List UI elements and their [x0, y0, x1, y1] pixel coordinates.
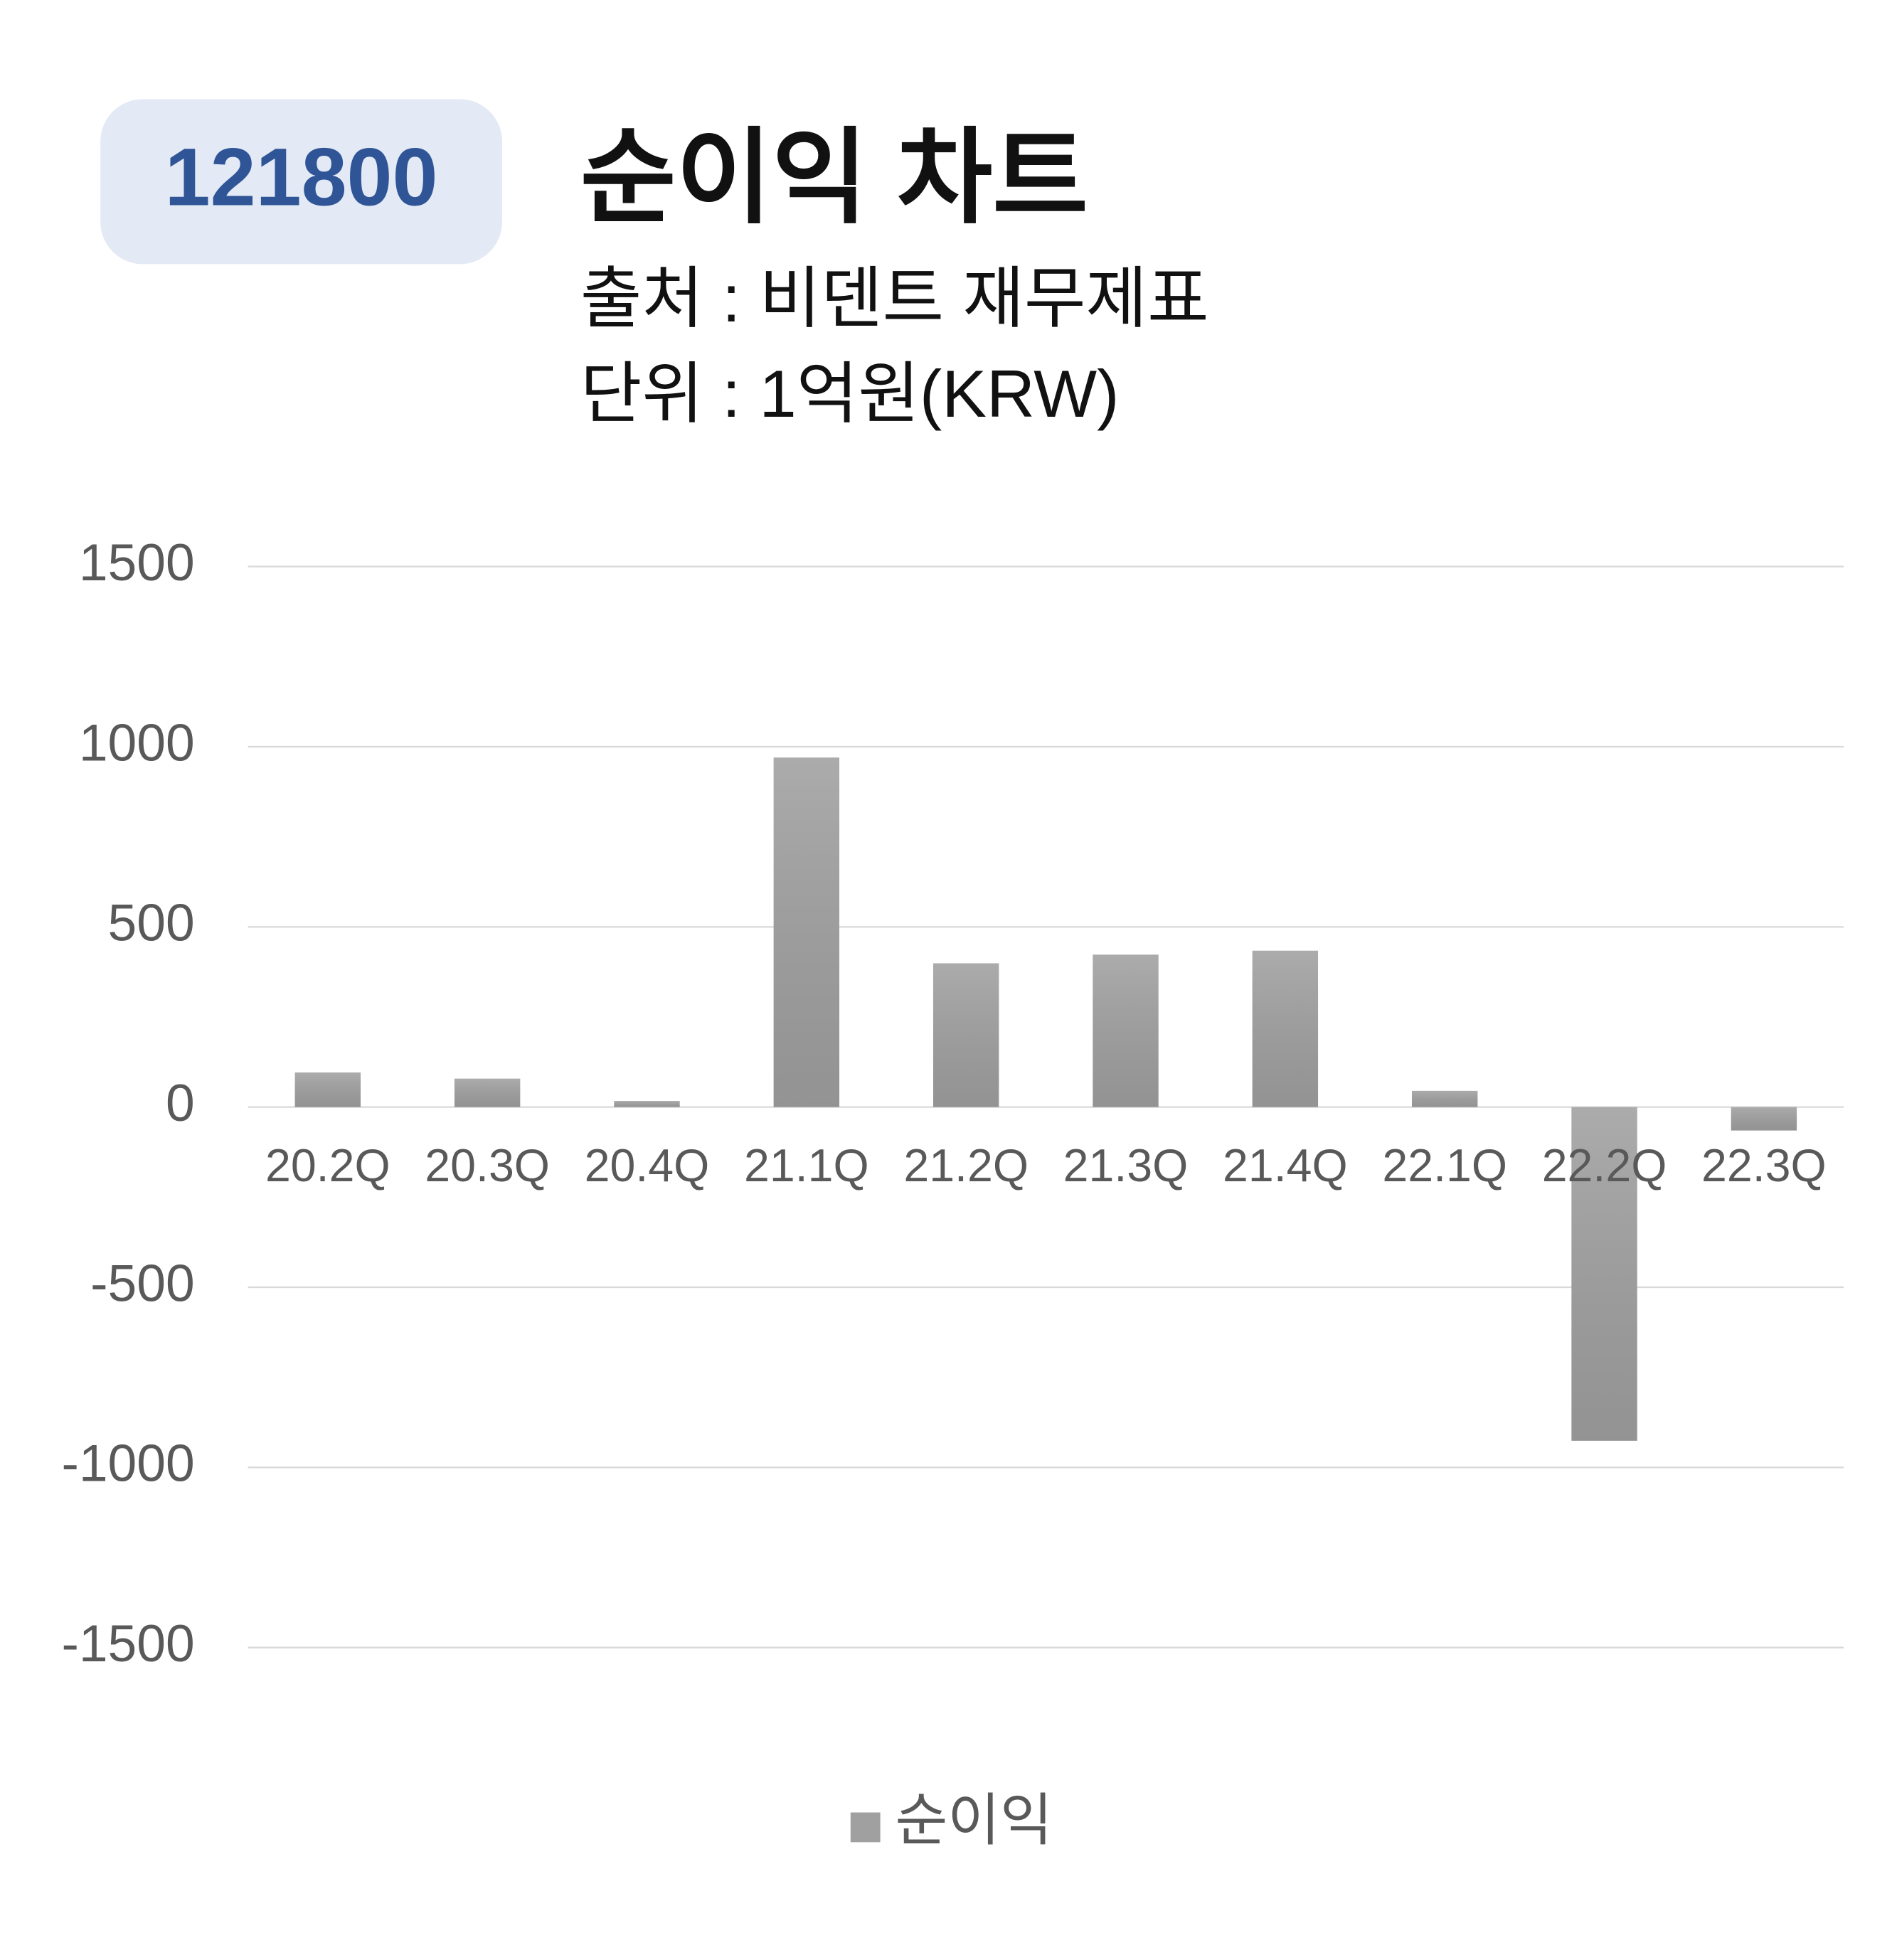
chart-title: 순이익 차트: [580, 119, 1088, 236]
bar-shade: [614, 1101, 680, 1107]
bar-shade: [1411, 1090, 1478, 1107]
y-tick-label: 1000: [79, 713, 195, 772]
x-tick-label: 20.2Q: [265, 1140, 390, 1191]
bar-shade: [1252, 950, 1319, 1107]
x-tick-label: 22.1Q: [1382, 1140, 1507, 1191]
x-tick-label: 21.4Q: [1223, 1140, 1348, 1191]
chart-subtitle: 출처 : 비덴트 재무제표: [580, 261, 1209, 336]
y-tick-label: 1500: [79, 533, 195, 592]
bar-shade: [1571, 1107, 1637, 1441]
bar-shade: [773, 757, 840, 1107]
bar-shade: [454, 1078, 521, 1107]
bar-shade: [294, 1072, 361, 1107]
y-tick-label: -1000: [61, 1434, 194, 1493]
legend-swatch: [850, 1812, 881, 1843]
bars: [294, 757, 1797, 1441]
bar-shade: [1731, 1107, 1797, 1131]
labels: -1500 -1000 -500 0 500 1000 1500 20.2Q 20.3Q 20.4…: [61, 533, 1826, 1852]
x-tick-label: 21.1Q: [744, 1140, 869, 1191]
chart-subtitle: 단위 : 1억원(KRW): [580, 356, 1120, 431]
y-tick-label: -500: [90, 1254, 195, 1312]
y-tick-label: -1500: [61, 1614, 194, 1673]
x-tick-label: 21.2Q: [903, 1140, 1029, 1191]
x-tick-label: 22.3Q: [1701, 1140, 1827, 1191]
y-tick-label: 500: [108, 894, 195, 952]
x-tick-label: 22.2Q: [1542, 1140, 1667, 1191]
x-tick-label: 20.4Q: [585, 1140, 710, 1191]
bar-shade: [932, 963, 999, 1107]
legend-label: 순이익: [896, 1788, 1053, 1852]
x-tick-label: 21.3Q: [1063, 1140, 1189, 1191]
badge-text: 121800: [165, 132, 438, 223]
badge: [100, 99, 502, 265]
x-tick-label: 20.3Q: [425, 1140, 550, 1191]
bar-shade: [1093, 954, 1159, 1107]
y-tick-label: 0: [166, 1074, 195, 1132]
